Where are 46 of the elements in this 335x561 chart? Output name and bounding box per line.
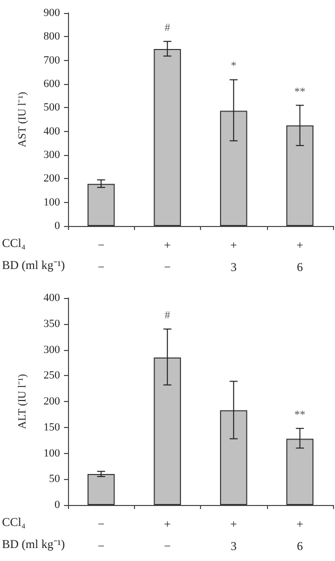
x-tick-label: + 6 xyxy=(296,238,304,274)
text: CCl₄ xyxy=(2,515,26,529)
x-tick-label: + − xyxy=(164,238,171,274)
y-tick-label: 400 xyxy=(44,125,60,138)
y-tick-label: 100 xyxy=(44,196,60,208)
annotation: ** xyxy=(294,408,306,421)
annotation: ** xyxy=(294,86,306,98)
text: BD (ml kg⁻¹) xyxy=(2,537,65,551)
y-tick-label: 0 xyxy=(54,499,60,511)
annotation: * xyxy=(230,60,236,72)
y-tick-label: 100 xyxy=(44,447,60,460)
y-tick-label: 600 xyxy=(44,78,60,90)
y-tick-label: 900 xyxy=(44,7,60,19)
x-tick-label: + 6 xyxy=(296,517,304,553)
text: BD (ml kg⁻¹) xyxy=(2,258,65,272)
bar xyxy=(154,48,181,226)
y-tick-label: 350 xyxy=(44,318,60,330)
x-tick-label: + 3 xyxy=(230,238,238,274)
bar xyxy=(220,410,248,505)
bar xyxy=(154,358,181,505)
text: CCl₄ xyxy=(2,236,26,250)
y-tick-label: 200 xyxy=(44,172,60,185)
y-tick-label: 150 xyxy=(44,421,60,434)
annotation: # xyxy=(164,22,171,34)
y-tick-label: 200 xyxy=(44,396,60,408)
x-tick-label: + 3 xyxy=(230,517,238,553)
y-tick-label: 400 xyxy=(44,292,60,304)
y-tick-label: 500 xyxy=(44,102,60,114)
x-tick-label: − − xyxy=(98,517,105,553)
y-tick-label: 50 xyxy=(49,473,60,486)
bar xyxy=(220,110,248,226)
bar xyxy=(286,438,314,505)
y-tick-label: 700 xyxy=(44,54,60,66)
bar xyxy=(286,125,314,226)
y-axis-title: ALT (IU l⁻¹) xyxy=(16,374,28,429)
bar xyxy=(88,474,115,505)
y-axis-title: AST (IU l⁻¹) xyxy=(16,91,28,148)
x-tick-label: − − xyxy=(98,238,105,274)
bar xyxy=(88,184,115,226)
annotation: # xyxy=(164,310,171,322)
x-tick-label: + − xyxy=(164,517,171,553)
y-tick-label: 300 xyxy=(44,149,60,161)
y-tick-label: 0 xyxy=(54,220,60,232)
y-tick-label: 300 xyxy=(44,344,60,356)
y-tick-label: 800 xyxy=(44,30,60,43)
y-tick-label: 250 xyxy=(44,370,60,382)
